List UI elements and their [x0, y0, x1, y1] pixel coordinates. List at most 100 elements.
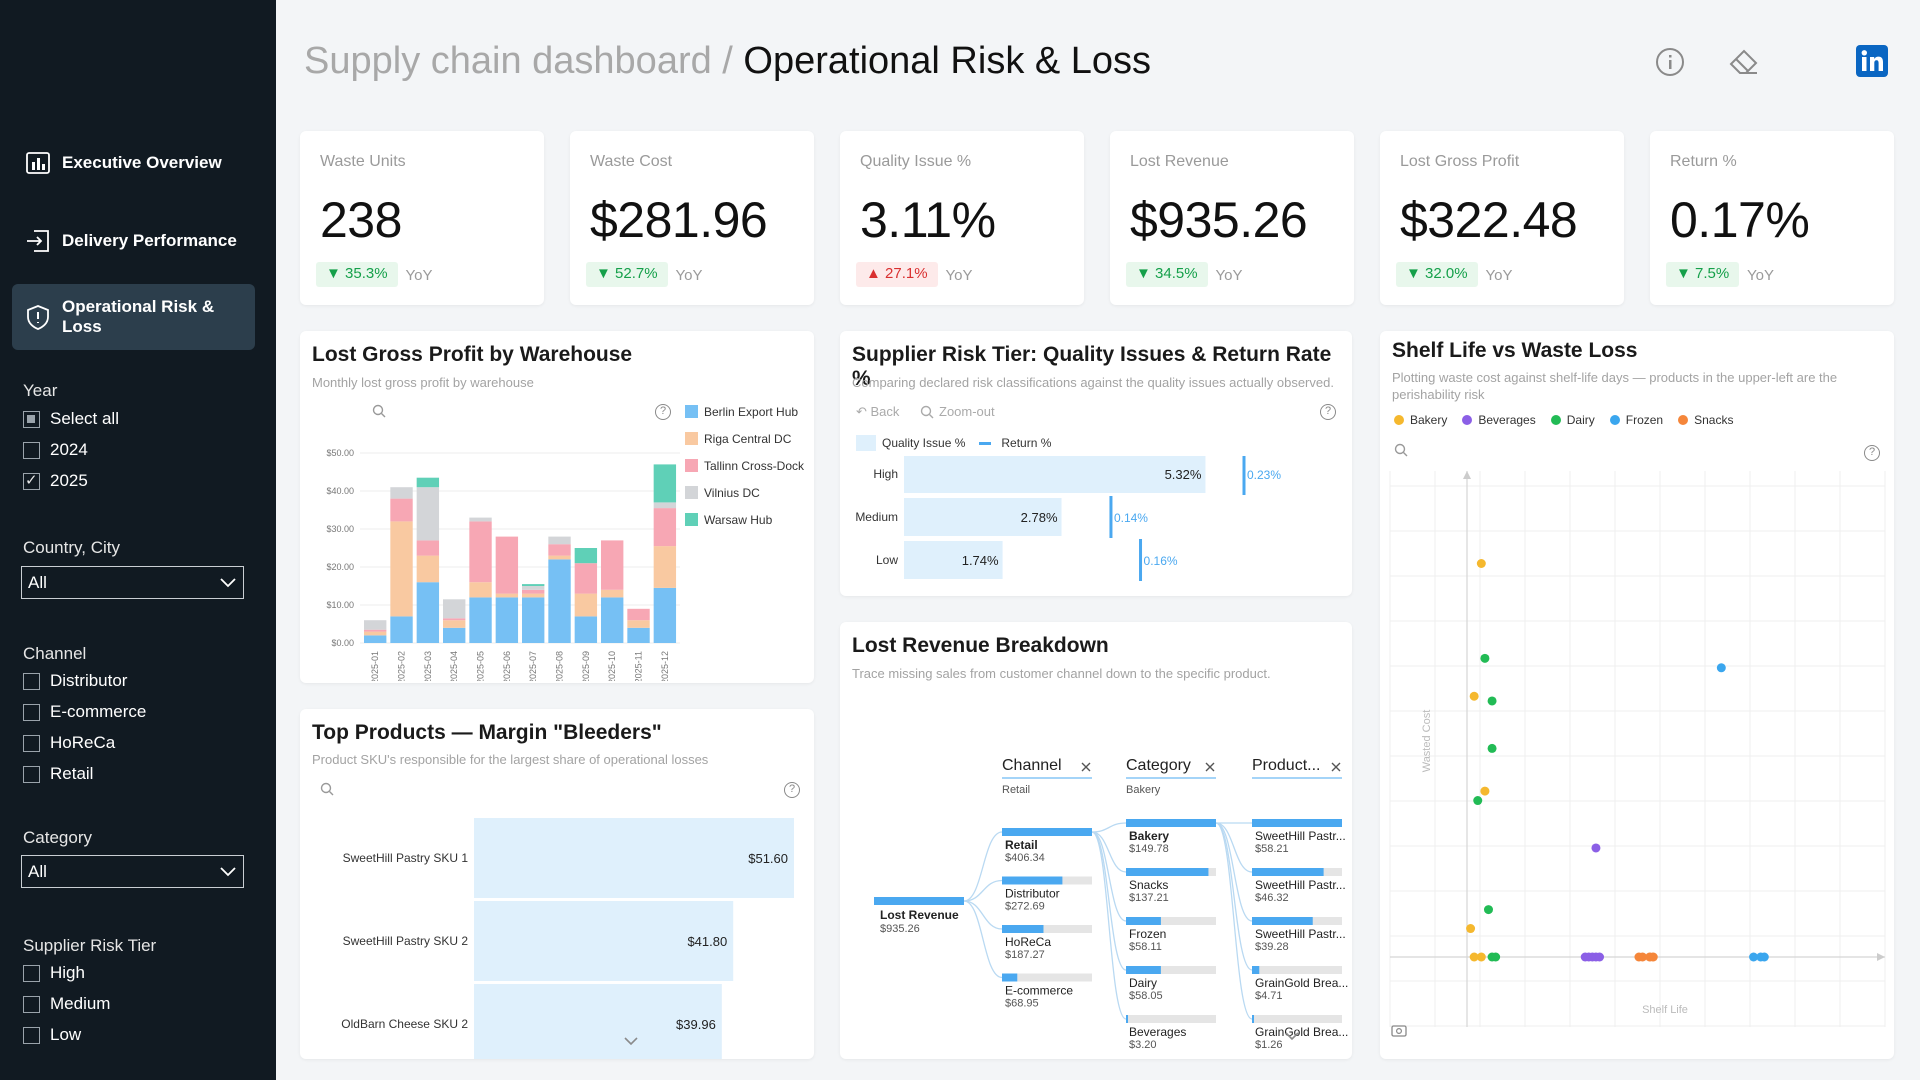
chevron-down-icon[interactable]	[622, 1035, 640, 1047]
bar-segment[interactable]	[416, 477, 440, 488]
node-bar[interactable]	[1252, 917, 1313, 925]
close-icon[interactable]	[1205, 762, 1215, 772]
legend-item[interactable]: Vilnius DC	[685, 479, 804, 506]
help-icon[interactable]: ?	[1864, 445, 1880, 461]
scatter-point[interactable]	[1638, 952, 1648, 962]
bar-segment[interactable]	[443, 620, 466, 628]
product-bar[interactable]	[474, 984, 722, 1059]
bar-segment[interactable]	[601, 589, 624, 598]
scatter-point[interactable]	[1466, 924, 1476, 934]
close-icon[interactable]	[1331, 762, 1341, 772]
legend-item[interactable]: Beverages	[1462, 413, 1536, 427]
channel-option[interactable]: Distributor	[23, 670, 127, 692]
legend-item[interactable]: Frozen	[1609, 413, 1663, 427]
bar-segment[interactable]	[627, 608, 650, 621]
bar-segment[interactable]	[364, 631, 387, 636]
bar-segment[interactable]	[548, 555, 571, 560]
checkbox[interactable]	[23, 964, 40, 982]
bar-segment[interactable]	[522, 584, 545, 586]
chevron-down-icon[interactable]	[1283, 1030, 1301, 1042]
year-option-2024[interactable]: 2024	[23, 439, 88, 461]
scatter-point[interactable]	[1591, 843, 1601, 853]
checkbox[interactable]	[23, 471, 40, 490]
info-icon[interactable]	[1654, 46, 1686, 78]
bar-segment[interactable]	[364, 635, 387, 643]
nav-delivery-performance[interactable]: Delivery Performance	[12, 208, 255, 274]
country-dropdown[interactable]: All	[21, 566, 244, 599]
scatter-point[interactable]	[1480, 653, 1490, 663]
help-icon[interactable]: ?	[655, 404, 671, 420]
bar-segment[interactable]	[364, 629, 387, 632]
bar-segment[interactable]	[495, 597, 519, 643]
scatter-point[interactable]	[1716, 663, 1726, 673]
eraser-icon[interactable]	[1727, 46, 1761, 78]
legend-item[interactable]: Bakery	[1394, 413, 1447, 427]
bar-segment[interactable]	[443, 627, 466, 643]
scatter-point[interactable]	[1476, 952, 1486, 962]
node-bar[interactable]	[1252, 966, 1260, 974]
bar-segment[interactable]	[653, 587, 677, 643]
channel-option[interactable]: HoReCa	[23, 732, 115, 754]
camera-icon[interactable]	[1391, 1025, 1407, 1037]
bar-segment[interactable]	[495, 536, 519, 594]
bar-segment[interactable]	[416, 540, 440, 556]
node-bar[interactable]	[1002, 925, 1044, 933]
legend-item[interactable]: Snacks	[1678, 413, 1733, 427]
back-button[interactable]: ↶ Back	[856, 404, 900, 419]
quality-bar[interactable]	[904, 541, 1003, 579]
bar-segment[interactable]	[548, 536, 571, 545]
linkedin-icon[interactable]	[1856, 45, 1888, 77]
checkbox[interactable]	[23, 441, 40, 459]
bar-segment[interactable]	[469, 582, 492, 598]
bar-segment[interactable]	[390, 498, 413, 522]
scatter-point[interactable]	[1483, 905, 1493, 915]
breadcrumb-parent[interactable]: Supply chain dashboard /	[304, 40, 733, 82]
legend-item[interactable]: Tallinn Cross-Dock	[685, 452, 804, 479]
nav-operational-risk[interactable]: Operational Risk & Loss	[12, 284, 255, 350]
bar-segment[interactable]	[469, 517, 492, 522]
scatter-point[interactable]	[1487, 696, 1497, 706]
scatter-point[interactable]	[1476, 558, 1486, 568]
scatter-point[interactable]	[1487, 743, 1497, 753]
bar-segment[interactable]	[601, 597, 624, 643]
node-bar[interactable]	[1126, 1015, 1128, 1023]
bar-segment[interactable]	[653, 464, 677, 503]
node-bar[interactable]	[1002, 876, 1063, 885]
checkbox[interactable]	[23, 995, 40, 1013]
scatter-point[interactable]	[1749, 952, 1759, 962]
root-bar[interactable]	[874, 897, 964, 905]
channel-option[interactable]: Retail	[23, 763, 93, 785]
channel-option[interactable]: E-commerce	[23, 701, 146, 723]
bar-segment[interactable]	[574, 593, 598, 617]
help-icon[interactable]: ?	[1320, 404, 1336, 420]
supplier-option[interactable]: Medium	[23, 993, 110, 1015]
scatter-point[interactable]	[1469, 691, 1479, 701]
bar-segment[interactable]	[522, 593, 545, 598]
bar-segment[interactable]	[601, 540, 624, 590]
bar-segment[interactable]	[627, 620, 650, 628]
quality-bar[interactable]	[904, 456, 1206, 493]
bar-segment[interactable]	[548, 544, 571, 556]
bar-segment[interactable]	[416, 555, 440, 583]
node-bar[interactable]	[1252, 819, 1342, 827]
supplier-option[interactable]: Low	[23, 1024, 81, 1046]
node-bar[interactable]	[1126, 917, 1161, 925]
node-bar[interactable]	[1126, 819, 1216, 827]
bar-segment[interactable]	[390, 487, 413, 499]
checkbox[interactable]	[23, 734, 40, 752]
zoom-icon[interactable]	[1394, 443, 1408, 457]
bar-segment[interactable]	[627, 627, 650, 643]
bar-segment[interactable]	[574, 616, 598, 643]
bar-segment[interactable]	[469, 521, 492, 583]
bar-segment[interactable]	[522, 589, 545, 594]
bar-segment[interactable]	[574, 548, 598, 564]
bar-segment[interactable]	[548, 559, 571, 643]
node-bar[interactable]	[1126, 868, 1209, 876]
legend-item[interactable]: Dairy	[1550, 413, 1595, 427]
close-icon[interactable]	[1081, 762, 1091, 772]
node-bar[interactable]	[1002, 973, 1018, 982]
help-icon[interactable]: ?	[784, 782, 800, 798]
nav-executive-overview[interactable]: Executive Overview	[12, 130, 255, 196]
scatter-point[interactable]	[1473, 796, 1483, 806]
bar-segment[interactable]	[416, 487, 440, 541]
